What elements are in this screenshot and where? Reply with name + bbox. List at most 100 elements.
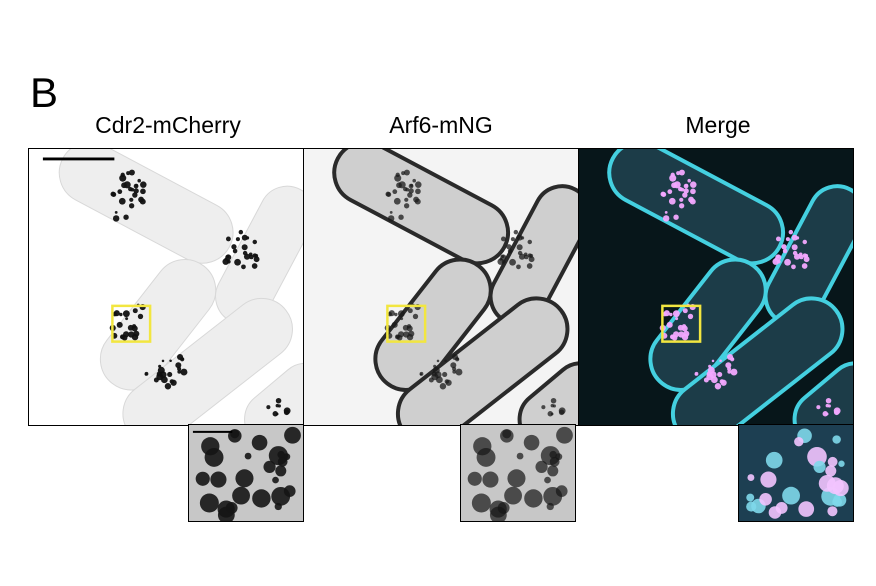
punctum bbox=[158, 364, 162, 368]
roi-box bbox=[386, 304, 427, 343]
inset-punctum bbox=[818, 475, 836, 492]
inset-punctum bbox=[283, 485, 296, 497]
punctum bbox=[114, 210, 118, 214]
punctum bbox=[253, 256, 260, 263]
inset-punctum bbox=[244, 452, 252, 460]
micrograph-arf6 bbox=[303, 148, 579, 426]
punctum bbox=[144, 373, 148, 376]
punctum bbox=[120, 172, 125, 177]
punctum bbox=[251, 263, 258, 269]
punctum bbox=[137, 178, 141, 183]
punctum bbox=[681, 325, 688, 332]
inset-punctum bbox=[838, 460, 845, 467]
micrograph-arf6-image bbox=[304, 149, 578, 425]
punctum bbox=[510, 237, 515, 242]
punctum bbox=[394, 334, 401, 340]
punctum bbox=[687, 178, 691, 183]
punctum bbox=[664, 210, 668, 214]
micrograph-merge-image bbox=[579, 149, 853, 425]
inset-arf6 bbox=[460, 424, 576, 522]
punctum bbox=[225, 254, 232, 261]
punctum bbox=[509, 258, 516, 266]
punctum bbox=[527, 239, 533, 245]
inset-punctum bbox=[547, 465, 559, 477]
punctum bbox=[225, 236, 231, 242]
punctum bbox=[243, 253, 251, 260]
punctum bbox=[682, 308, 688, 314]
punctum bbox=[513, 229, 519, 235]
punctum bbox=[660, 191, 666, 197]
inset-punctum bbox=[524, 489, 543, 508]
inset-punctum bbox=[832, 435, 841, 444]
punctum bbox=[670, 172, 675, 177]
inset-punctum bbox=[544, 476, 551, 484]
punctum bbox=[711, 359, 715, 363]
punctum bbox=[662, 215, 670, 222]
punctum bbox=[412, 313, 419, 320]
punctum bbox=[156, 371, 162, 377]
punctum bbox=[725, 362, 732, 369]
punctum bbox=[666, 321, 673, 328]
inset-punctum bbox=[263, 460, 276, 473]
punctum bbox=[452, 353, 459, 361]
punctum bbox=[235, 237, 240, 242]
punctum bbox=[788, 229, 794, 235]
punctum bbox=[799, 254, 804, 260]
punctum bbox=[782, 248, 788, 254]
punctum bbox=[406, 325, 413, 332]
punctum bbox=[401, 171, 406, 176]
punctum bbox=[717, 371, 723, 378]
punctum bbox=[131, 325, 138, 332]
punctum bbox=[232, 248, 238, 254]
punctum bbox=[283, 409, 290, 416]
inset-merge-image bbox=[739, 425, 853, 521]
inset-punctum bbox=[473, 437, 492, 456]
punctum bbox=[433, 364, 437, 368]
punctum bbox=[389, 210, 393, 214]
punctum bbox=[394, 312, 398, 317]
punctum bbox=[439, 383, 447, 390]
punctum bbox=[827, 404, 831, 408]
punctum bbox=[412, 178, 416, 183]
punctum bbox=[683, 330, 690, 337]
punctum bbox=[500, 254, 507, 261]
inset-punctum bbox=[232, 486, 250, 505]
punctum bbox=[825, 397, 832, 404]
inset-punctum bbox=[765, 451, 783, 469]
punctum bbox=[177, 353, 184, 361]
inset-punctum bbox=[235, 469, 254, 488]
punctum bbox=[673, 181, 681, 189]
punctum bbox=[413, 196, 419, 203]
punctum bbox=[400, 317, 404, 321]
punctum bbox=[398, 214, 404, 220]
inset-arf6-image bbox=[461, 425, 575, 521]
punctum bbox=[690, 188, 696, 195]
punctum bbox=[516, 264, 521, 270]
cell-outline bbox=[607, 149, 786, 266]
column-title-arf6: Arf6-mNG bbox=[389, 112, 493, 138]
punctum bbox=[791, 234, 798, 241]
inset-punctum bbox=[251, 434, 268, 451]
punctum bbox=[683, 188, 689, 194]
punctum bbox=[275, 412, 279, 416]
punctum bbox=[408, 330, 415, 337]
punctum bbox=[398, 181, 406, 189]
punctum bbox=[452, 369, 457, 374]
punctum bbox=[138, 196, 144, 203]
punctum bbox=[135, 183, 139, 187]
punctum bbox=[775, 236, 781, 242]
inset-punctum bbox=[832, 480, 849, 497]
punctum bbox=[444, 359, 447, 363]
punctum bbox=[391, 321, 398, 328]
punctum bbox=[249, 254, 254, 260]
punctum bbox=[408, 188, 414, 194]
inset-punctum bbox=[274, 502, 282, 511]
punctum bbox=[678, 203, 685, 209]
punctum bbox=[791, 244, 798, 251]
micrograph-merge bbox=[578, 148, 854, 426]
punctum bbox=[169, 359, 172, 363]
punctum bbox=[776, 259, 781, 264]
punctum bbox=[804, 253, 809, 258]
roi-box bbox=[111, 304, 152, 343]
punctum bbox=[680, 187, 685, 192]
